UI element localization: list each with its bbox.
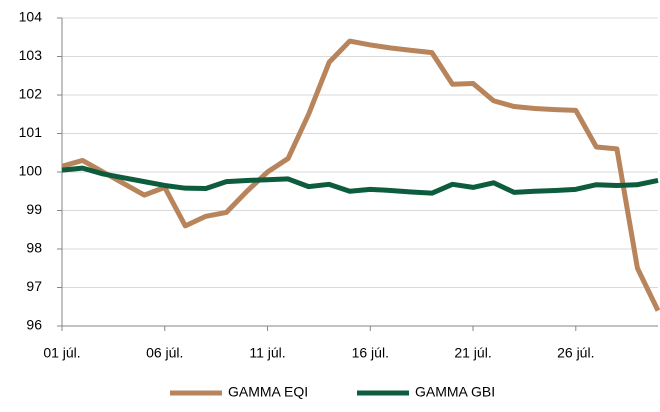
y-tick-label: 103 bbox=[19, 47, 43, 63]
y-tick-label: 97 bbox=[26, 278, 42, 294]
y-tick-label: 96 bbox=[26, 317, 42, 333]
y-tick-label: 102 bbox=[19, 86, 43, 102]
x-tick-label: 06 júl. bbox=[146, 345, 183, 361]
x-tick-label: 26 júl. bbox=[557, 345, 594, 361]
series-line bbox=[61, 165, 659, 196]
y-tick-label: 99 bbox=[26, 201, 42, 217]
x-tick-label: 11 júl. bbox=[249, 345, 285, 361]
legend-label: GAMMA EQI bbox=[228, 384, 308, 400]
y-tick-label: 98 bbox=[26, 240, 42, 256]
series-line bbox=[61, 38, 660, 312]
x-tick-label: 16 júl. bbox=[352, 345, 389, 361]
x-tick-label: 01 júl. bbox=[43, 345, 80, 361]
y-tick-label: 104 bbox=[19, 9, 43, 25]
x-tick-label: 21 júl. bbox=[454, 345, 491, 361]
legend-label: GAMMA GBI bbox=[415, 384, 495, 400]
y-tick-label: 101 bbox=[19, 124, 43, 140]
y-tick-label: 100 bbox=[19, 163, 43, 179]
